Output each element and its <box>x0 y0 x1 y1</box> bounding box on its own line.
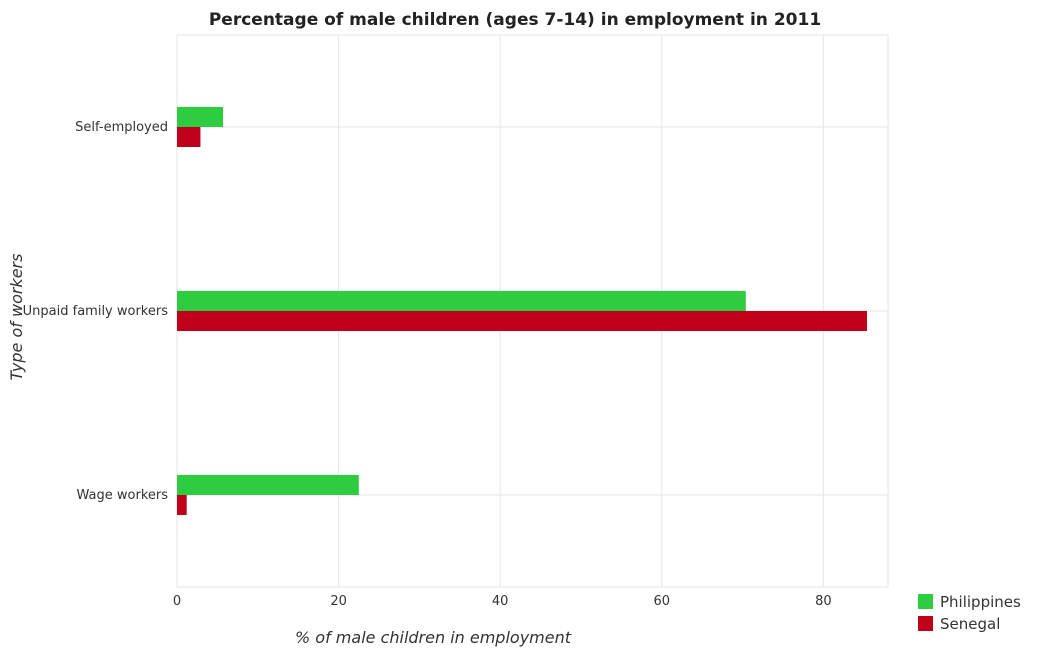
legend-label-philippines: Philippines <box>940 593 1021 611</box>
y-axis-label: Type of workers <box>7 254 26 381</box>
bar-philippines-unpaid-family-workers <box>177 291 746 311</box>
bar-senegal-wage-workers <box>177 495 187 515</box>
bar-philippines-self-employed <box>177 107 224 127</box>
legend-swatch-philippines <box>918 594 933 609</box>
y-tick-labels: Self-employed Unpaid family workers Wage w… <box>23 120 169 503</box>
y-tick-label: Unpaid family workers <box>23 304 169 319</box>
x-tick-label: 20 <box>330 594 347 609</box>
bar-philippines-wage-workers <box>177 475 359 495</box>
legend-label-senegal: Senegal <box>940 615 1000 633</box>
chart-title: Percentage of male children (ages 7-14) … <box>209 10 821 30</box>
bars <box>177 107 867 515</box>
x-axis-label: % of male children in employment <box>295 628 572 647</box>
x-tick-labels: 0 20 40 60 80 <box>173 594 832 609</box>
y-tick-label: Self-employed <box>75 120 168 135</box>
x-tick-label: 80 <box>815 594 832 609</box>
bar-senegal-self-employed <box>177 127 201 147</box>
x-tick-label: 40 <box>492 594 509 609</box>
legend: Philippines Senegal <box>918 593 1021 633</box>
legend-swatch-senegal <box>918 616 933 631</box>
bar-senegal-unpaid-family-workers <box>177 311 867 331</box>
y-tick-label: Wage workers <box>77 488 169 503</box>
x-tick-label: 60 <box>653 594 670 609</box>
x-tick-label: 0 <box>173 594 181 609</box>
